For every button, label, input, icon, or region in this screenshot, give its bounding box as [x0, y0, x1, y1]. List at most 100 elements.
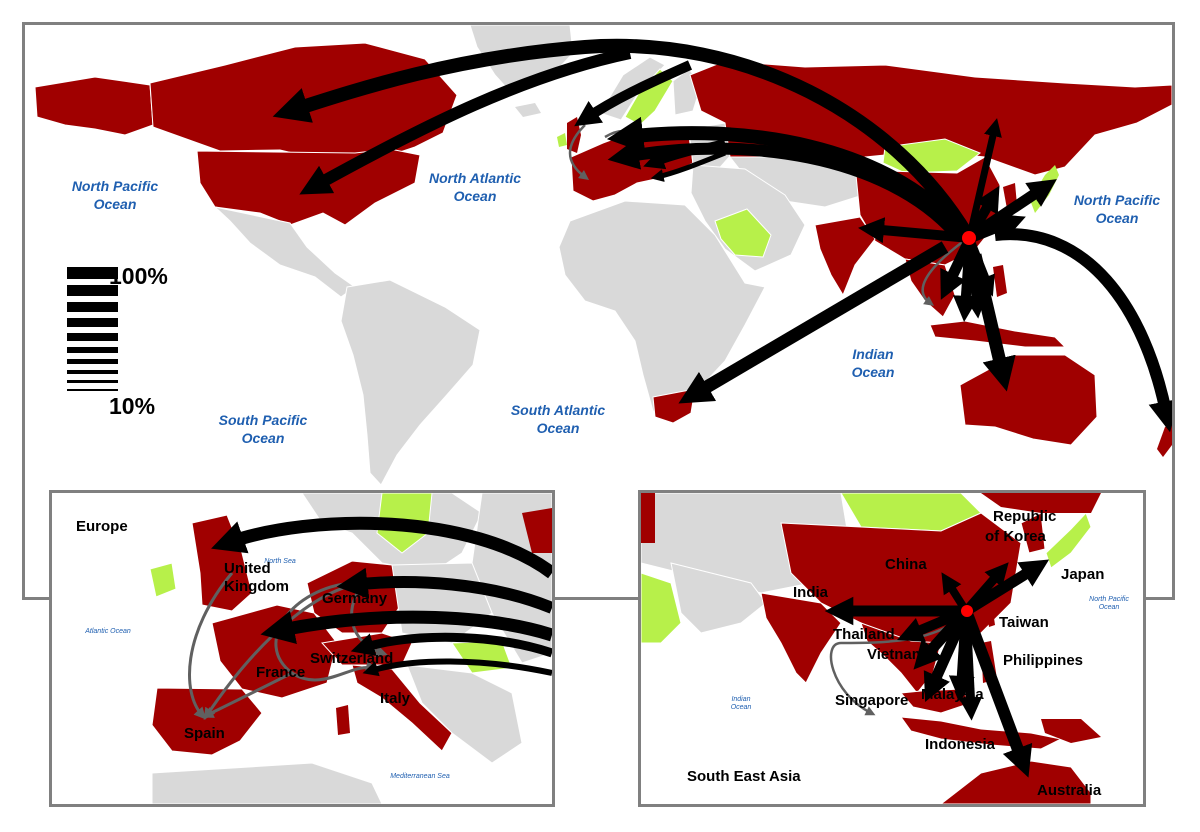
- ocean-label-north-pacific-west-1: North Pacific: [72, 178, 159, 194]
- minor-flow-uk-spain: [568, 124, 590, 180]
- europe-north-africa: [151, 762, 383, 804]
- sea-korea: [1020, 512, 1046, 554]
- europe-spain: [151, 687, 263, 756]
- ocean-label-indian-2: Ocean: [852, 364, 895, 380]
- philippines: [993, 265, 1007, 297]
- legend-bar-20: [67, 380, 118, 383]
- label-china: China: [885, 556, 927, 573]
- flow-to-usa: [299, 47, 632, 195]
- legend-bar-100: [67, 267, 118, 279]
- europe-flow-to-switzerland: [350, 632, 552, 658]
- flow-to-uk: [574, 60, 693, 127]
- ocean-label-north-pacific-east-1: North Pacific: [1074, 192, 1161, 208]
- label-germany: Germany: [322, 590, 388, 607]
- ocean-label-north-pacific-west-2: Ocean: [94, 196, 137, 212]
- flow-to-switzerland: [643, 139, 726, 170]
- alaska: [34, 76, 154, 136]
- europe-uk: [191, 514, 253, 612]
- label-uk-2: Kingdom: [224, 578, 289, 595]
- south-america: [340, 279, 481, 486]
- label-vietnam: Vietnam: [867, 646, 925, 663]
- australia: [959, 354, 1098, 446]
- india: [814, 216, 876, 297]
- label-japan: Japan: [1061, 566, 1104, 583]
- sea-origin-point: [961, 605, 973, 617]
- label-switzerland: Switzerland: [310, 650, 393, 667]
- saudi-arabia: [714, 208, 772, 258]
- label-malaysia: Malaysia: [921, 686, 984, 703]
- legend-bar-80: [67, 302, 118, 312]
- legend-max-label: 100%: [109, 263, 168, 289]
- ocean-label-south-pacific-2: Ocean: [242, 430, 285, 446]
- ocean-label-indian-1: Indian: [852, 346, 893, 362]
- flow-to-philippines: [966, 237, 995, 297]
- ocean-labels: North Pacific Ocean North Atlantic Ocean…: [72, 170, 1161, 446]
- iceland: [515, 103, 541, 117]
- ocean-label-south-pacific-1: South Pacific: [219, 412, 308, 428]
- label-australia: Australia: [1037, 782, 1102, 799]
- sea-flow-loop: [829, 610, 967, 716]
- label-india: India: [793, 584, 829, 601]
- europe-poland-east: [391, 562, 493, 644]
- legend-bar-10: [67, 389, 118, 391]
- ocean-label-south-atlantic-1: South Atlantic: [511, 402, 606, 418]
- ocean-label-north-pacific-east-2: Ocean: [1096, 210, 1139, 226]
- world-map-canvas: North Pacific Ocean North Atlantic Ocean…: [34, 25, 1172, 486]
- europe-ireland: [149, 562, 177, 598]
- legend-bar-60: [67, 333, 118, 341]
- legend-bar-70: [67, 318, 118, 327]
- flow-to-india: [858, 217, 971, 244]
- sea-label-north-pacific-2: Ocean: [1099, 604, 1120, 611]
- legend-bar-40: [67, 359, 118, 364]
- sea-taiwan: [987, 611, 995, 627]
- europe-major-flows: [211, 516, 552, 677]
- label-france: France: [256, 664, 305, 681]
- flow-to-germany: [606, 116, 966, 235]
- sea-label-atlantic: Atlantic Ocean: [84, 628, 131, 635]
- sea-flow-to-japan: [963, 559, 1050, 616]
- europe-flow-france-spain: [201, 671, 293, 718]
- label-spain: Spain: [184, 725, 225, 742]
- sea-label-mediterranean: Mediterranean Sea: [390, 773, 450, 780]
- sea-japan: [1045, 512, 1092, 569]
- europe-inset-title: Europe: [76, 518, 128, 535]
- legend-bar-90: [67, 285, 118, 296]
- flow-to-taiwan: [968, 214, 1026, 244]
- minor-flow-asia: [921, 239, 966, 306]
- label-indonesia: Indonesia: [925, 736, 996, 753]
- sea-inset-title: South East Asia: [687, 768, 801, 785]
- label-uk-1: United: [224, 560, 271, 577]
- mexico-central-america: [213, 206, 356, 298]
- europe-flow-to-italy: [362, 658, 552, 677]
- origin-point: [962, 231, 976, 245]
- label-korea-1: Republic: [993, 508, 1056, 525]
- sea-country-labels: Republic of Korea China Japan India Taiw…: [793, 508, 1104, 799]
- label-singapore: Singapore: [835, 692, 908, 709]
- sea-minor-flows: [829, 610, 967, 716]
- sea-arabia: [641, 572, 682, 644]
- south-east-asia-inset[interactable]: North Pacific Ocean Indian Ocean Republi…: [638, 490, 1146, 807]
- europe-flow-to-germany: [336, 567, 552, 614]
- sea-major-flows: [824, 559, 1050, 778]
- label-taiwan: Taiwan: [999, 614, 1049, 631]
- sea-label-indian-2: Ocean: [731, 704, 752, 711]
- flow-to-new-zealand: [994, 228, 1172, 433]
- europe-inset[interactable]: Europe North Sea Atlantic Ocean Mediterr…: [49, 490, 555, 807]
- uk: [567, 117, 581, 153]
- sea-label-indian-1: Indian: [731, 696, 750, 703]
- sea-flow-to-china: [941, 572, 970, 614]
- europe-balkans: [406, 664, 523, 764]
- legend-min-label: 10%: [109, 393, 156, 419]
- europe-russia-edge: [522, 508, 552, 553]
- sea-new-guinea: [1041, 719, 1101, 743]
- europe-flow-to-uk: [211, 516, 552, 579]
- new-zealand: [1157, 423, 1172, 457]
- south-east-asia-map-canvas: North Pacific Ocean Indian Ocean Republi…: [641, 493, 1129, 804]
- sea-label-north-sea: North Sea: [264, 558, 296, 565]
- ocean-label-south-atlantic-2: Ocean: [537, 420, 580, 436]
- label-philippines: Philippines: [1003, 652, 1083, 669]
- sea-flow-to-australia: [960, 608, 1033, 778]
- europe-map-canvas: Europe North Sea Atlantic Ocean Mediterr…: [76, 493, 552, 804]
- sea-label-north-pacific-1: North Pacific: [1089, 596, 1129, 603]
- legend-bar-30: [67, 370, 118, 374]
